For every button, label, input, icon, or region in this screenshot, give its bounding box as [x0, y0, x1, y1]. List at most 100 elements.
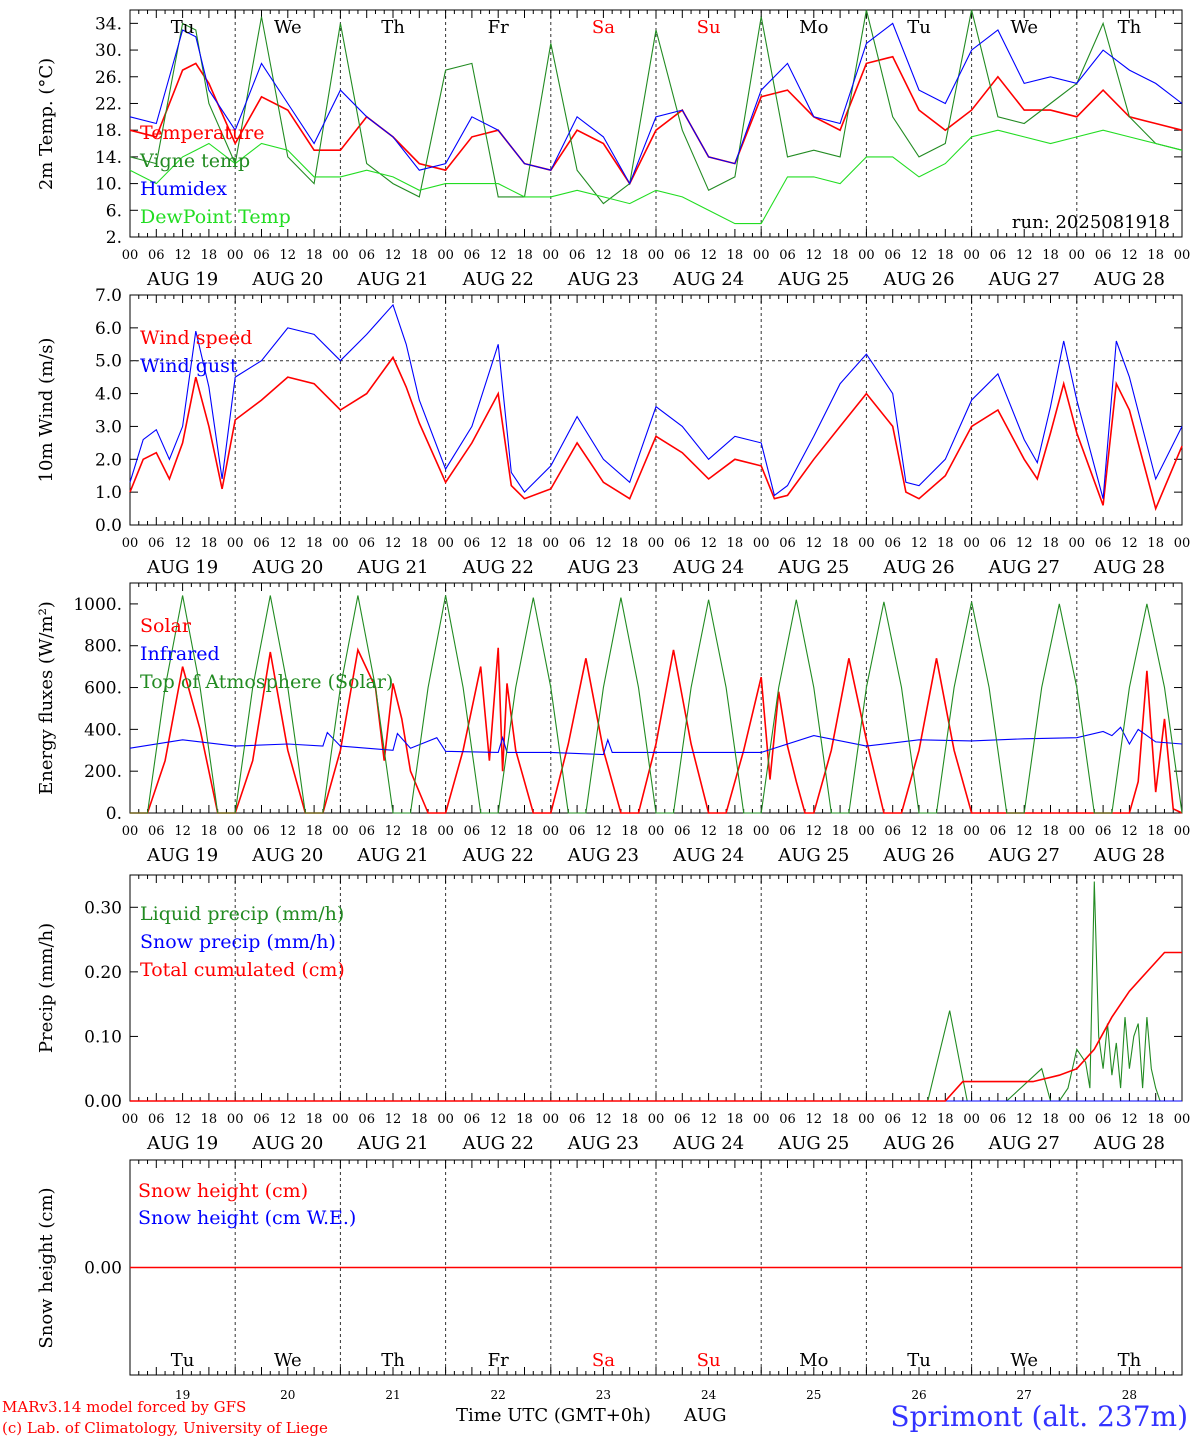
date-label: AUG 19: [146, 557, 218, 578]
hour-tick-label: 18: [937, 248, 954, 263]
hour-tick-label: 06: [358, 1112, 375, 1127]
hour-tick-label: 18: [937, 1112, 954, 1127]
y-tick-label: 14.: [95, 148, 122, 168]
series-line-humidex: [129, 22, 1183, 185]
hour-tick-label: 12: [1121, 248, 1138, 263]
y-tick-label: 200.: [84, 762, 122, 782]
hour-tick-label: 06: [464, 824, 481, 839]
hour-tick-label: 18: [727, 248, 744, 263]
hour-tick-label: 12: [911, 248, 928, 263]
y-tick-label: 18.: [95, 121, 122, 141]
date-label: AUG 24: [672, 557, 744, 578]
hour-tick-label: 06: [464, 536, 481, 551]
hour-tick-label: 00: [1069, 824, 1086, 839]
hour-tick-label: 12: [174, 248, 191, 263]
hour-tick-label: 00: [1069, 536, 1086, 551]
hour-tick-label: 06: [253, 248, 270, 263]
hour-tick-label: 00: [858, 1112, 875, 1127]
hour-tick-label: 12: [385, 248, 402, 263]
day-of-week-label: Mo: [799, 1350, 828, 1371]
hour-tick-label: 06: [569, 824, 586, 839]
hour-tick-label: 18: [727, 536, 744, 551]
legend-entry: Temperature: [140, 122, 264, 144]
hour-tick-label: 00: [648, 1112, 665, 1127]
hour-tick-label: 18: [201, 824, 218, 839]
hour-tick-label: 18: [516, 536, 533, 551]
hour-tick-label: 06: [569, 536, 586, 551]
day-number-label: 26: [911, 1388, 926, 1402]
hour-tick-label: 12: [806, 536, 823, 551]
hour-tick-label: 18: [621, 536, 638, 551]
date-label: AUG 27: [988, 557, 1060, 578]
hour-tick-label: 18: [306, 824, 323, 839]
hour-tick-label: 06: [884, 824, 901, 839]
hour-tick-label: 06: [464, 248, 481, 263]
y-tick-label: 1000.: [73, 595, 122, 615]
hour-tick-label: 18: [411, 1112, 428, 1127]
hour-tick-label: 00: [122, 824, 139, 839]
series-line-solar: [130, 647, 1183, 814]
series-line-wind-gust: [129, 303, 1183, 499]
hour-tick-label: 00: [122, 248, 139, 263]
day-number-label: 27: [1017, 1388, 1032, 1402]
hour-tick-label: 12: [1121, 1112, 1138, 1127]
hour-tick-label: 12: [1016, 536, 1033, 551]
date-label: AUG 28: [1093, 557, 1165, 578]
hour-tick-label: 18: [832, 248, 849, 263]
hour-tick-label: 12: [490, 1112, 507, 1127]
run-annotation: run: 2025081918: [1012, 212, 1170, 233]
hour-tick-label: 06: [884, 536, 901, 551]
hour-tick-label: 18: [937, 824, 954, 839]
model-credit: MARv3.14 model forced by GFS: [2, 1398, 247, 1416]
hour-tick-label: 00: [858, 248, 875, 263]
y-tick-label: 10.: [95, 175, 122, 195]
hour-tick-label: 06: [884, 248, 901, 263]
hour-tick-label: 12: [806, 1112, 823, 1127]
hour-tick-label: 12: [595, 248, 612, 263]
hour-tick-label: 12: [280, 1112, 297, 1127]
legend-entry: Wind speed: [140, 327, 252, 349]
hour-tick-label: 06: [990, 536, 1007, 551]
hour-tick-label: 00: [648, 248, 665, 263]
day-of-week-label: We: [1010, 17, 1038, 38]
day-of-week-label: Tu: [907, 1350, 931, 1371]
hour-tick-label: 12: [911, 536, 928, 551]
hour-tick-label: 12: [490, 824, 507, 839]
date-label: AUG 19: [146, 1133, 218, 1154]
y-tick-label: 6.0: [95, 319, 122, 339]
hour-tick-label: 00: [1174, 248, 1191, 263]
legend-entry: Top of Atmosphere (Solar): [140, 671, 393, 693]
series-line-infrared: [129, 726, 1183, 756]
hour-tick-label: 06: [253, 824, 270, 839]
y-axis-label: Snow height (cm): [36, 1187, 57, 1348]
hour-tick-label: 18: [832, 824, 849, 839]
hour-tick-label: 06: [148, 824, 165, 839]
hour-tick-label: 06: [674, 248, 691, 263]
hour-tick-label: 06: [1095, 536, 1112, 551]
hour-tick-label: 00: [227, 536, 244, 551]
hour-tick-label: 00: [437, 824, 454, 839]
hour-tick-label: 00: [543, 824, 560, 839]
hour-tick-label: 12: [911, 1112, 928, 1127]
hour-tick-label: 06: [358, 824, 375, 839]
y-tick-label: 0.0: [95, 516, 122, 536]
date-label: AUG 20: [251, 269, 323, 290]
date-label: AUG 22: [462, 1133, 534, 1154]
hour-tick-label: 18: [621, 824, 638, 839]
hour-tick-label: 00: [227, 1112, 244, 1127]
hour-tick-label: 18: [1147, 1112, 1164, 1127]
hour-tick-label: 12: [385, 824, 402, 839]
date-label: AUG 24: [672, 845, 744, 866]
day-of-week-label: Fr: [488, 17, 509, 38]
y-tick-label: 800.: [84, 637, 122, 657]
date-label: AUG 21: [356, 1133, 428, 1154]
hour-tick-label: 00: [543, 536, 560, 551]
hour-tick-label: 12: [700, 824, 717, 839]
hour-tick-label: 12: [595, 536, 612, 551]
hour-tick-label: 12: [806, 824, 823, 839]
date-label: AUG 23: [567, 1133, 639, 1154]
day-of-week-label: Sa: [592, 17, 615, 38]
day-of-week-label: Su: [697, 17, 721, 38]
hour-tick-label: 06: [674, 824, 691, 839]
